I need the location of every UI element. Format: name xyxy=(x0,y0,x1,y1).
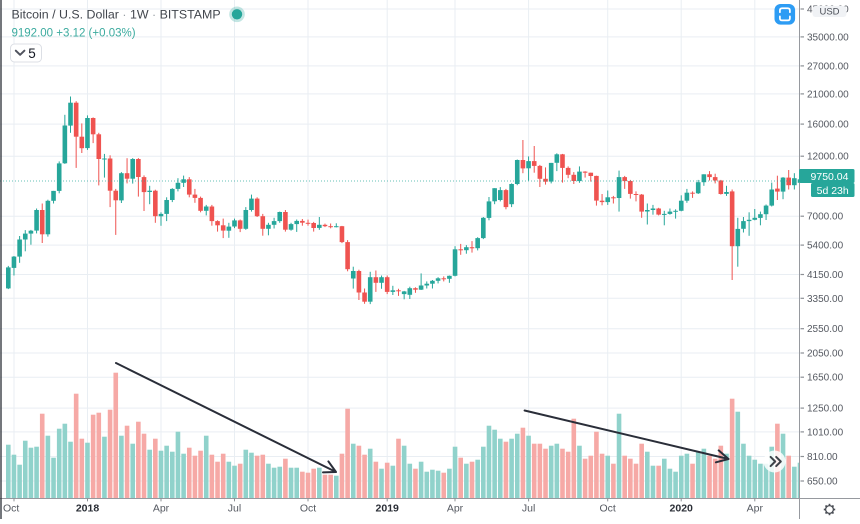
svg-text:35000.00: 35000.00 xyxy=(807,32,849,43)
svg-text:16000.00: 16000.00 xyxy=(807,120,849,131)
svg-text:2550.00: 2550.00 xyxy=(807,324,844,335)
svg-text:2050.00: 2050.00 xyxy=(807,349,844,360)
svg-text:1010.00: 1010.00 xyxy=(807,427,844,438)
svg-text:650.00: 650.00 xyxy=(807,477,838,488)
svg-text:2020: 2020 xyxy=(670,503,694,515)
svg-text:2018: 2018 xyxy=(76,503,100,515)
svg-text:Apr: Apr xyxy=(153,503,170,515)
svg-text:5400.00: 5400.00 xyxy=(807,241,844,252)
svg-text:7000.00: 7000.00 xyxy=(807,212,844,223)
svg-text:9192.00 +3.12 (+0.03%): 9192.00 +3.12 (+0.03%) xyxy=(12,28,136,40)
svg-text:810.00: 810.00 xyxy=(807,452,838,463)
svg-text:Apr: Apr xyxy=(447,503,464,515)
svg-text:Apr: Apr xyxy=(747,503,764,515)
svg-text:9750.04: 9750.04 xyxy=(811,171,849,183)
svg-text:5d 23h: 5d 23h xyxy=(817,185,849,197)
svg-text:27000.00: 27000.00 xyxy=(807,61,849,72)
svg-text:5: 5 xyxy=(28,46,36,61)
svg-text:USD: USD xyxy=(819,6,839,17)
svg-text:Oct: Oct xyxy=(3,503,19,515)
svg-text:Oct: Oct xyxy=(300,503,316,515)
svg-text:2019: 2019 xyxy=(376,503,400,515)
svg-text:21000.00: 21000.00 xyxy=(807,89,849,100)
svg-text:Bitcoin / U.S. Dollar · 1W · B: Bitcoin / U.S. Dollar · 1W · BITSTAMP xyxy=(12,8,221,22)
svg-text:12000.00: 12000.00 xyxy=(807,152,849,163)
svg-text:1650.00: 1650.00 xyxy=(807,373,844,384)
svg-text:Jul: Jul xyxy=(522,503,535,515)
svg-text:Jul: Jul xyxy=(228,503,241,515)
svg-text:4150.00: 4150.00 xyxy=(807,270,844,281)
svg-text:3350.00: 3350.00 xyxy=(807,294,844,305)
svg-text:1250.00: 1250.00 xyxy=(807,404,844,415)
svg-text:Oct: Oct xyxy=(600,503,616,515)
